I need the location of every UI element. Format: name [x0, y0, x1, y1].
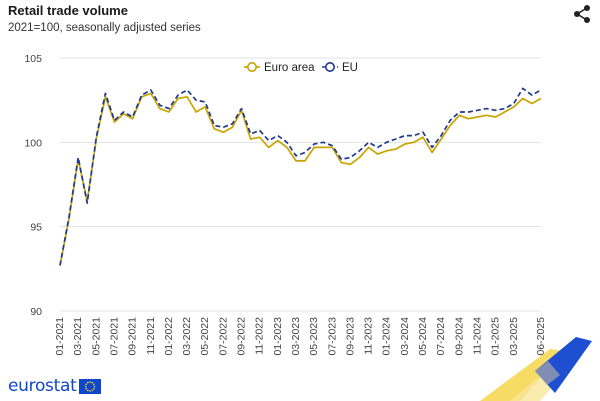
- x-tick-label: 05-2021: [90, 317, 102, 356]
- legend-marker: [247, 61, 258, 72]
- x-tick-label: 01-2024: [381, 317, 393, 356]
- share-icon[interactable]: [572, 4, 592, 24]
- x-tick-label: 07-2021: [108, 317, 120, 356]
- x-tick-label: 11-2022: [254, 317, 266, 355]
- x-tick-label: 01-2025: [490, 317, 502, 356]
- eu-flag-icon: [79, 378, 102, 394]
- x-tick-label: 05-2022: [199, 317, 211, 356]
- legend-item-euro-area: Euro area: [264, 62, 315, 74]
- x-tick-label: 09-2024: [453, 317, 465, 356]
- x-tick-label: 09-2023: [344, 317, 356, 356]
- x-tick-label: 05-2023: [308, 317, 320, 356]
- chart-subtitle: 2021=100, seasonally adjusted series: [8, 22, 201, 34]
- x-tick-label: 07-2022: [217, 317, 229, 356]
- x-tick-label: 03-2025: [508, 317, 520, 356]
- x-tick-label: 05-2024: [417, 317, 429, 356]
- y-tick-label: 105: [24, 53, 42, 65]
- x-tick-label: 09-2022: [236, 317, 248, 356]
- x-tick-label: 03-2021: [72, 317, 84, 356]
- series-line-euro-area: [59, 92, 542, 266]
- x-tick-label: 07-2023: [326, 317, 338, 356]
- x-tick-label: 03-2024: [399, 317, 411, 356]
- legend-item-eu: EU: [342, 62, 358, 74]
- chart-title: Retail trade volume: [8, 3, 128, 18]
- x-tick-label: 07-2024: [435, 317, 447, 356]
- decorative-stripes: [480, 337, 592, 401]
- legend-marker: [324, 61, 335, 72]
- x-tick-label: 03-2023: [290, 317, 302, 356]
- x-tick-label: 01-2021: [54, 317, 66, 356]
- y-tick-label: 100: [24, 137, 42, 149]
- x-tick-label: 06-2025: [535, 317, 547, 356]
- x-tick-label: 03-2022: [181, 317, 193, 356]
- series-line-eu: [59, 87, 542, 266]
- eurostat-logo: eurostat: [8, 376, 102, 396]
- y-tick-label: 95: [30, 222, 42, 234]
- line-chart: 90 95 100 105 01-2021 03-2021 05-2021 07-2021 09…: [24, 53, 547, 356]
- y-tick-label: 90: [30, 306, 42, 318]
- x-tick-label: 09-2021: [127, 317, 139, 356]
- x-tick-label: 01-2023: [272, 317, 284, 356]
- x-tick-label: 01-2022: [163, 317, 175, 356]
- logo-text: eurostat: [8, 376, 77, 396]
- x-tick-label: 11-2024: [471, 317, 483, 355]
- x-tick-label: 11-2023: [363, 317, 375, 355]
- x-tick-label: 11-2021: [145, 317, 157, 355]
